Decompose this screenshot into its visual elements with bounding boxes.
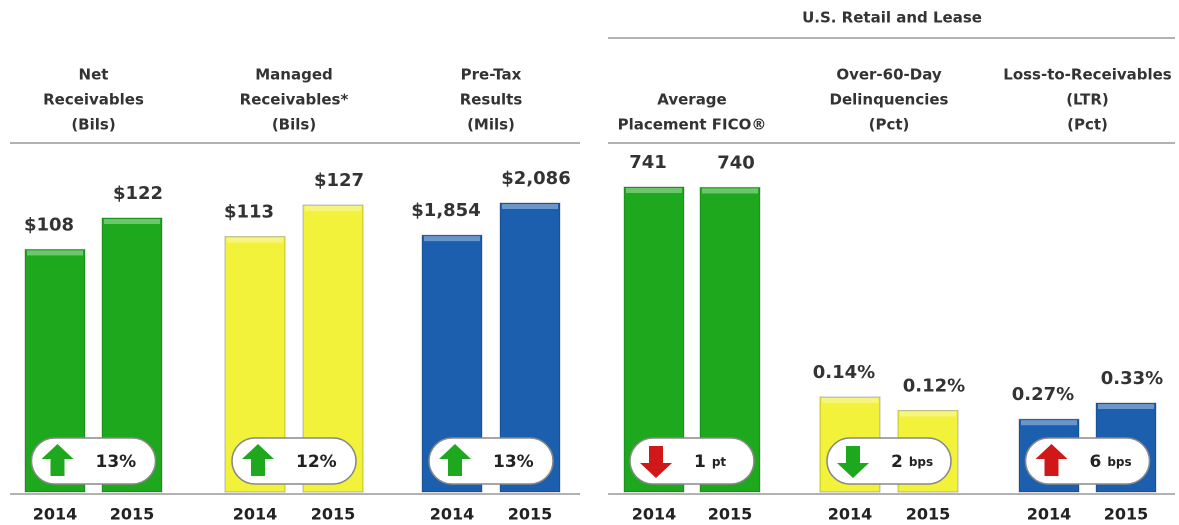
group-title: U.S. Retail and Lease xyxy=(802,9,982,27)
bar-highlight xyxy=(900,411,956,417)
chart-title: Over-60-Day xyxy=(836,66,942,84)
arrow xyxy=(1035,444,1068,476)
badge-number: 12% xyxy=(296,452,337,472)
badge xyxy=(428,437,554,485)
badge-number: 6 xyxy=(1090,452,1102,472)
badge-value: 13% xyxy=(96,452,137,472)
chart-title: Loss-to-Receivables xyxy=(1003,66,1172,84)
arrow xyxy=(640,446,672,478)
badge xyxy=(629,437,755,485)
chart-title: Pre-Tax xyxy=(461,66,522,84)
bar-highlight xyxy=(1021,420,1077,426)
badge-unit: bps xyxy=(1107,455,1131,469)
chart-title: Managed xyxy=(255,66,333,84)
bar-highlight xyxy=(1098,404,1154,409)
x-tick-label: 2014 xyxy=(828,505,873,524)
x-tick-label: 2015 xyxy=(311,505,356,524)
value-label: $1,854 xyxy=(411,200,480,221)
chart-title: (Mils) xyxy=(467,116,515,134)
chart-title: (LTR) xyxy=(1066,91,1109,109)
badge-number: 2 xyxy=(891,452,903,472)
chart-title: Net xyxy=(79,66,109,84)
value-label: 0.14% xyxy=(813,362,875,383)
value-label: $2,086 xyxy=(501,168,570,189)
value-label: $108 xyxy=(24,214,74,235)
badge-value: 6 bps xyxy=(1090,452,1132,472)
badge xyxy=(30,437,157,485)
bar-highlight xyxy=(502,204,558,209)
x-tick-label: 2014 xyxy=(233,505,278,524)
x-tick-label: 2015 xyxy=(906,505,951,524)
bar-highlight xyxy=(702,188,758,194)
chart-title: Placement FICO® xyxy=(618,116,767,134)
badge-unit: bps xyxy=(909,455,933,469)
badge xyxy=(231,437,357,485)
value-label: 740 xyxy=(717,152,755,173)
value-label: $127 xyxy=(314,170,364,191)
bar-highlight xyxy=(27,250,83,256)
arrow xyxy=(41,444,74,476)
value-label: 0.33% xyxy=(1101,368,1163,389)
x-tick-label: 2015 xyxy=(110,505,155,524)
chart-title: (Pct) xyxy=(869,116,910,134)
badge-unit: pt xyxy=(712,455,727,469)
x-tick-label: 2015 xyxy=(1104,505,1149,524)
chart-title: Receivables xyxy=(43,91,144,109)
value-label: $122 xyxy=(113,183,163,204)
bar-highlight xyxy=(305,206,361,211)
badge-value: 2 bps xyxy=(891,452,933,472)
x-tick-label: 2014 xyxy=(1027,505,1072,524)
chart-title: Average xyxy=(657,91,726,109)
value-label: 0.12% xyxy=(903,376,965,397)
arrow xyxy=(439,444,471,476)
x-tick-label: 2015 xyxy=(508,505,553,524)
value-label: 741 xyxy=(629,152,667,173)
badge-value: 12% xyxy=(296,452,337,472)
chart-title: Delinquencies xyxy=(830,91,949,109)
chart-title: (Bils) xyxy=(71,116,115,134)
badge-number: 13% xyxy=(96,452,137,472)
badge-number: 13% xyxy=(493,452,534,472)
bar-highlight xyxy=(822,398,878,403)
bar-highlight xyxy=(424,236,480,242)
bar-highlight xyxy=(626,188,682,193)
arrow xyxy=(242,444,274,476)
value-label: $113 xyxy=(224,202,274,223)
chart-title: Receivables* xyxy=(240,91,349,109)
x-tick-label: 2014 xyxy=(430,505,475,524)
x-tick-label: 2014 xyxy=(33,505,78,524)
value-label: 0.27% xyxy=(1012,384,1074,405)
badge-value: 1 pt xyxy=(694,452,726,472)
x-tick-label: 2014 xyxy=(632,505,677,524)
bar-highlight xyxy=(227,237,283,243)
bar-highlight xyxy=(104,219,160,224)
badge-value: 13% xyxy=(493,452,534,472)
arrow xyxy=(837,446,869,478)
badge-number: 1 xyxy=(694,452,706,472)
chart-title: Results xyxy=(460,91,523,109)
chart-title: (Bils) xyxy=(272,116,316,134)
x-tick-label: 2015 xyxy=(708,505,753,524)
chart-title: (Pct) xyxy=(1067,116,1108,134)
